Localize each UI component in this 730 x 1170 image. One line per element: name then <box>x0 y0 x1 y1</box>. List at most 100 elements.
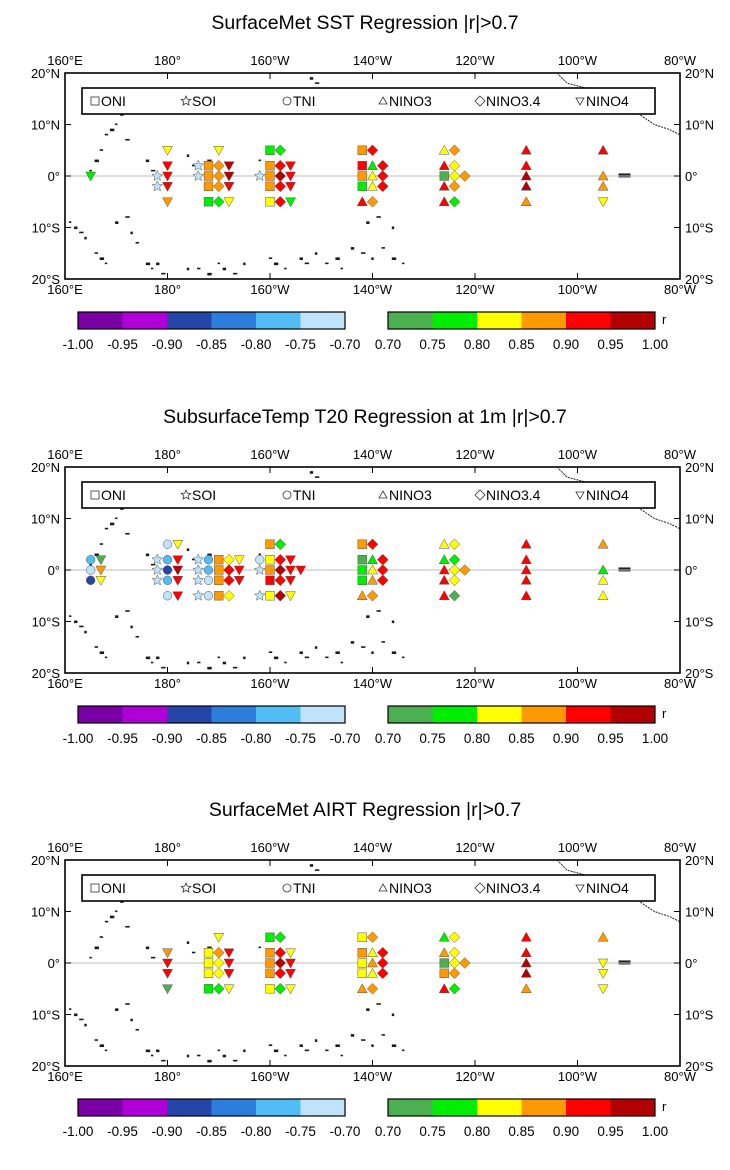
data-point <box>295 565 307 576</box>
colorbar-neg-swatch <box>122 312 167 329</box>
data-point <box>265 197 275 207</box>
island-mark <box>376 1003 381 1005</box>
colorbar-pos-swatch <box>477 1099 522 1116</box>
colorbar-neg-swatch <box>256 312 301 329</box>
data-point <box>448 144 461 157</box>
data-point <box>367 957 378 968</box>
island-mark <box>79 1018 84 1021</box>
data-point <box>285 576 296 586</box>
island-mark <box>130 1018 133 1022</box>
data-point <box>223 948 235 959</box>
data-point <box>203 575 214 585</box>
island-mark <box>150 267 154 270</box>
island-mark <box>79 625 84 628</box>
colorbar-neg-swatch <box>167 1099 212 1116</box>
island-mark <box>99 651 105 654</box>
data-point <box>151 553 164 565</box>
colorbar-pos-label: 0.85 <box>508 1124 534 1139</box>
colorbar-neg-label: -0.75 <box>285 337 316 352</box>
colorbar-neg-label: -1.00 <box>63 731 94 746</box>
island-mark <box>99 149 104 151</box>
x-tick-label-bottom: 120°W <box>455 282 495 297</box>
data-point <box>223 958 235 969</box>
data-point <box>439 968 449 978</box>
data-point <box>223 197 235 208</box>
island-mark <box>340 661 343 664</box>
data-point <box>203 565 214 575</box>
data-point <box>265 958 275 968</box>
data-point <box>520 170 532 181</box>
data-point <box>203 197 214 207</box>
x-tick-label-top: 180° <box>154 53 181 68</box>
x-tick-label-bottom: 160°E <box>47 676 83 691</box>
legend-glyph-nino3-icon <box>378 96 388 105</box>
island-mark <box>273 262 279 266</box>
colorbar-neg-label: -0.70 <box>330 1124 361 1139</box>
y-tick-label-left: 20°S <box>32 1059 61 1074</box>
island-mark <box>74 226 78 230</box>
island-mark <box>381 641 385 643</box>
chart-title: SurfaceMet SST Regression |r|>0.7 <box>211 12 518 34</box>
legend-glyph-oni-icon <box>90 490 100 500</box>
data-point <box>438 564 450 575</box>
colorbar-neg-label: -0.95 <box>107 1124 138 1139</box>
colorbar-neg-label: -0.85 <box>196 1124 227 1139</box>
legend-box <box>81 481 656 509</box>
colorbar-pos-swatch <box>388 1099 433 1116</box>
island-mark <box>84 630 87 634</box>
colorbar-pos-label: 0.85 <box>508 731 534 746</box>
legend-label: SOI <box>192 880 216 896</box>
data-point <box>520 574 532 585</box>
data-point <box>376 574 389 587</box>
colorbar-pos-swatch <box>566 312 611 329</box>
island-mark <box>402 1049 405 1052</box>
data-point <box>357 948 367 958</box>
x-tick-label-top: 120°W <box>455 840 495 855</box>
island-mark <box>366 221 370 224</box>
x-tick-label-bottom: 140°W <box>353 1069 393 1084</box>
island-mark <box>381 247 385 249</box>
data-point <box>265 984 275 994</box>
island-mark <box>243 262 246 266</box>
colorbar-pos-label: 0.70 <box>375 731 401 746</box>
island-mark <box>99 543 104 545</box>
colorbar-pos-label: 0.75 <box>419 337 445 352</box>
data-point <box>255 555 265 565</box>
island-mark <box>207 159 212 163</box>
x-tick-label-bottom: 120°W <box>455 1069 495 1084</box>
legend-label: NINO3 <box>389 93 432 109</box>
data-point <box>212 982 225 995</box>
island-mark <box>325 262 329 265</box>
land-outline <box>68 864 405 1063</box>
data-point <box>285 171 296 182</box>
island-mark <box>104 527 109 530</box>
x-tick-label-top: 80°W <box>664 840 697 855</box>
island-mark <box>104 656 108 659</box>
colorbar-neg-swatch <box>256 706 301 723</box>
island-mark <box>335 257 340 260</box>
island-mark <box>104 920 109 923</box>
data-point <box>376 967 389 980</box>
data-point <box>162 591 173 601</box>
data-point <box>458 564 471 576</box>
data-point <box>357 181 367 191</box>
legend-label: ONI <box>101 93 126 109</box>
island-mark <box>371 257 374 260</box>
data-point <box>357 145 367 155</box>
colorbar-pos-label: 0.75 <box>419 1124 445 1139</box>
data-point <box>520 538 532 549</box>
colorbar-pos-label: 0.75 <box>419 731 445 746</box>
island-mark <box>273 1049 279 1053</box>
island-mark <box>232 1059 238 1062</box>
island-mark <box>150 1054 154 1057</box>
legend-label: NINO3.4 <box>486 487 541 503</box>
data-point <box>223 182 235 192</box>
data-point <box>438 554 450 564</box>
colorbar-neg-swatch <box>167 312 212 329</box>
legend-glyph-nino34-icon <box>474 882 486 894</box>
y-tick-label-left: 20°N <box>31 853 60 868</box>
island-mark <box>197 661 201 664</box>
data-point <box>212 180 225 193</box>
island-mark <box>145 946 150 950</box>
island-mark <box>243 656 246 660</box>
